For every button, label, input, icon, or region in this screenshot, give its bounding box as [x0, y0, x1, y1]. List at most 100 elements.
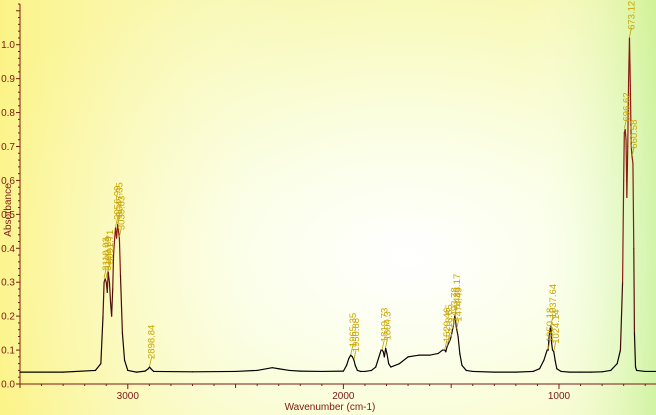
- spectrum-segment: [621, 179, 625, 283]
- peak-label: 696.62: [621, 92, 632, 121]
- spectrum-segment: [457, 335, 461, 355]
- spectrum-segment: [627, 78, 630, 148]
- peak-label: 1819.73: [379, 308, 390, 342]
- spectrum-segment: [554, 359, 558, 370]
- spectrum-segment: [610, 363, 618, 372]
- spectrum-segment: [102, 281, 105, 317]
- spectrum-segment: [117, 223, 120, 232]
- spectrum-segment: [234, 369, 258, 373]
- peak-leader-line: [353, 350, 357, 360]
- spectrum-segment: [364, 369, 373, 373]
- spectrum-segment: [551, 342, 554, 351]
- spectrum-segment: [62, 369, 97, 373]
- peak-label: 1483.17: [452, 274, 463, 308]
- series-group: [19, 37, 656, 373]
- spectrum-segment: [543, 352, 547, 361]
- spectrum-segment: [127, 369, 138, 373]
- spectrum-segment: [448, 339, 451, 344]
- spectrum-segment: [278, 368, 291, 372]
- spectrum-segment: [619, 281, 624, 351]
- peak-leader-line: [107, 261, 111, 272]
- peak-leader-line: [550, 316, 554, 326]
- spectrum-segment: [256, 367, 273, 372]
- spectrum-segment: [407, 354, 420, 358]
- spectrum-segment: [121, 332, 126, 361]
- spectrum-segment: [629, 84, 632, 148]
- spectrum-segment: [123, 359, 129, 372]
- spectrum-segment: [107, 271, 111, 283]
- x-tick-label: 1000: [548, 391, 571, 402]
- spectrum-segment: [112, 240, 116, 256]
- spectrum-segment: [456, 329, 459, 338]
- spectrum-segment: [446, 342, 450, 348]
- peak-leader-line: [385, 338, 388, 348]
- peak-label: 673.12: [627, 1, 638, 30]
- spectrum-segment: [100, 315, 104, 365]
- spectrum-segment: [135, 370, 146, 373]
- y-tick-label: 0.0: [1, 380, 15, 391]
- spectrum-segment: [388, 363, 392, 368]
- spectrum-segment: [150, 368, 155, 373]
- peak-leader-line: [623, 119, 627, 129]
- spectrum-segment: [94, 363, 102, 372]
- spectrum-segment: [429, 352, 439, 356]
- peak-leader-line: [454, 306, 458, 316]
- spectrum-segment: [144, 368, 149, 372]
- peak-label: 1493.78: [450, 287, 461, 321]
- peak-leader-line: [631, 146, 635, 156]
- peak-leader-line: [103, 268, 107, 278]
- peak-leader-line: [381, 339, 385, 350]
- peak-leader-line: [446, 336, 450, 346]
- peak-label: 2898.84: [147, 325, 158, 359]
- spectrum-segment: [556, 368, 562, 373]
- peak-label: 1474.49: [454, 287, 465, 321]
- x-tick-label: 2000: [332, 391, 355, 402]
- spectrum-segment: [626, 145, 629, 198]
- y-tick-label: 0.8: [1, 108, 15, 119]
- peak-label: 1529.46: [442, 308, 453, 342]
- peak-leader-line: [456, 319, 460, 329]
- spectrum-segment: [635, 369, 646, 373]
- peak-leader-line: [117, 214, 120, 224]
- spectrum-segment: [633, 332, 637, 368]
- x-tick-label: 3000: [117, 391, 140, 402]
- spectrum-segment: [111, 288, 114, 317]
- spectrum-segment: [472, 370, 495, 373]
- spectrum-segment: [632, 162, 635, 249]
- y-tick-label: 0.2: [1, 312, 15, 323]
- spectrum-segment: [378, 349, 382, 358]
- spectrum-segment: [375, 356, 380, 368]
- y-tick-label: 0.1: [1, 346, 15, 357]
- spectrum-segment: [623, 132, 625, 182]
- peak-label: 1965.35: [348, 313, 359, 347]
- spectrum-segment: [628, 37, 631, 87]
- spectrum-segment: [515, 370, 534, 373]
- y-tick-label: 0.7: [1, 142, 15, 153]
- spectrum-segment: [118, 237, 122, 277]
- peak-label: 3110.03: [101, 237, 112, 271]
- peak-leader-line: [547, 339, 551, 350]
- peak-leader-line: [629, 27, 632, 38]
- spectrum-segment: [624, 128, 627, 141]
- spectrum-segment: [398, 356, 409, 365]
- peak-label: 3091.71: [105, 230, 116, 264]
- spectrum-segment: [351, 356, 355, 361]
- spectrum-segment: [390, 363, 401, 368]
- peak-label: 1804.3: [383, 311, 394, 340]
- y-tick-label: 1.0: [1, 40, 15, 51]
- peak-leader-line: [115, 217, 118, 228]
- y-tick-label: 0.9: [1, 74, 15, 85]
- peak-label: 3056.99: [113, 186, 124, 220]
- spectrum-segment: [108, 281, 112, 304]
- peak-label: 3039.63: [116, 196, 127, 230]
- y-tick-label: 0.5: [1, 210, 15, 221]
- spectrum-segment: [601, 369, 612, 373]
- spectrum-segment: [119, 274, 124, 334]
- peak-label: 1518.85: [444, 304, 455, 338]
- spectrum-segment: [288, 369, 301, 372]
- spectrum-segment: [445, 346, 448, 353]
- spectrum-segment: [548, 329, 551, 338]
- spectrum-segment: [450, 329, 454, 338]
- spectrum-segment: [271, 367, 280, 370]
